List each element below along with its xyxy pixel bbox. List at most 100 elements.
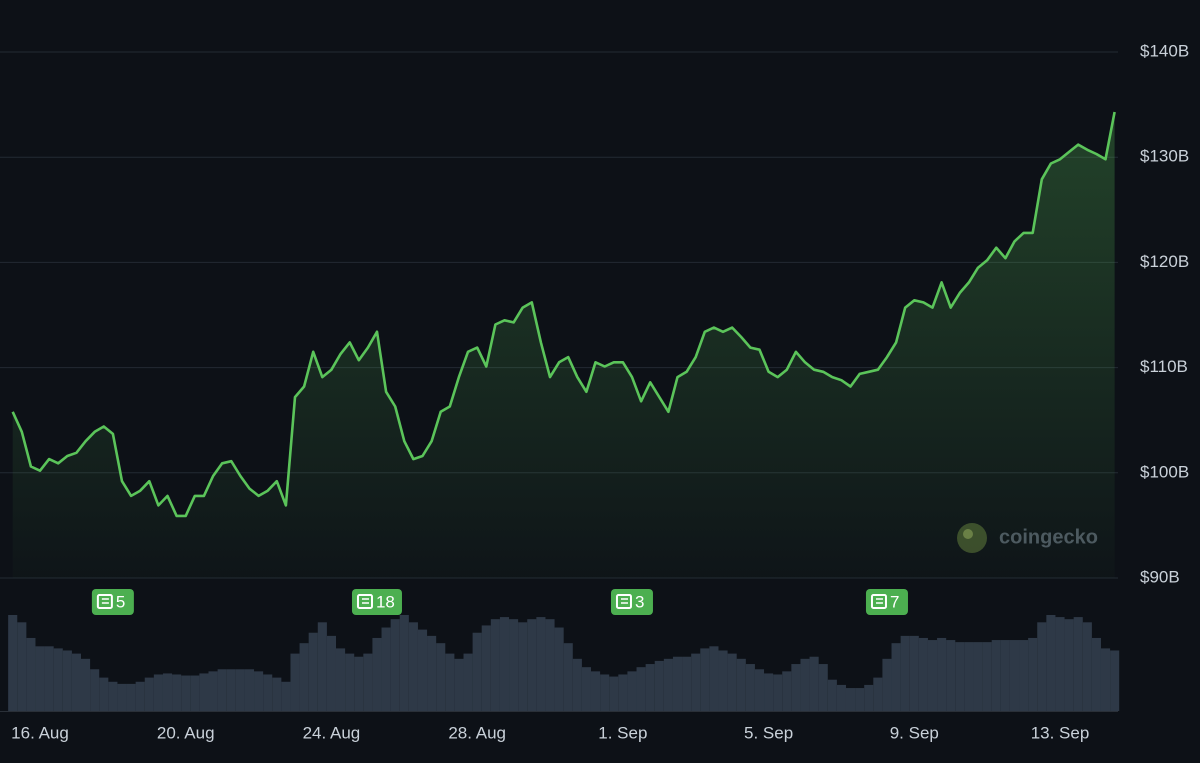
badge-icon	[96, 594, 113, 609]
volume-bar	[399, 615, 409, 711]
news-badge[interactable]: 7	[865, 589, 908, 615]
volume-bar	[436, 643, 446, 711]
volume-bar	[909, 635, 919, 711]
volume-bar	[290, 653, 300, 711]
x-tick-label: 9. Sep	[890, 723, 939, 742]
volume-bar	[244, 669, 255, 711]
volume-bar	[982, 642, 992, 711]
volume-bar	[81, 658, 91, 711]
volume-bar	[499, 617, 510, 711]
badge-icon	[356, 594, 373, 609]
volume-bar	[153, 674, 163, 711]
volume-bar	[618, 674, 628, 711]
volume-bar	[335, 648, 346, 711]
y-tick-label: $90B	[1140, 567, 1180, 586]
volume-bar	[208, 671, 218, 711]
volume-bar	[527, 619, 537, 711]
badge-count: 3	[635, 592, 644, 611]
volume-bar	[518, 622, 528, 711]
volume-bar	[1110, 650, 1120, 711]
volume-bar	[1000, 640, 1010, 711]
volume-bar	[272, 677, 282, 711]
volume-bar	[390, 619, 400, 711]
volume-bar	[845, 688, 856, 711]
volume-bar	[135, 681, 145, 711]
volume-bar	[1037, 622, 1047, 711]
volume-bar	[454, 658, 464, 711]
volume-bar	[946, 640, 956, 711]
volume-bar	[709, 646, 719, 711]
volume-bar	[71, 653, 82, 711]
volume-bar	[35, 646, 45, 711]
volume-bar	[481, 625, 491, 711]
y-tick-label: $120B	[1140, 252, 1189, 271]
badge-icon	[870, 594, 887, 609]
x-tick-label: 13. Sep	[1031, 723, 1090, 742]
volume-bar	[609, 676, 619, 711]
x-tick-label: 5. Sep	[744, 723, 793, 742]
volume-bar	[1073, 617, 1083, 711]
volume-bar	[818, 664, 828, 711]
volume-bar	[117, 683, 127, 711]
volume-bar	[627, 671, 637, 711]
volume-bar	[718, 650, 728, 711]
volume-bar	[1046, 615, 1056, 711]
volume-bar	[791, 664, 801, 711]
volume-bar	[326, 635, 336, 711]
x-tick-label: 20. Aug	[157, 723, 215, 742]
volume-bar	[773, 674, 783, 711]
volume-bar	[536, 617, 546, 711]
volume-bar	[572, 658, 582, 711]
volume-bar	[809, 656, 819, 711]
badge-icon	[615, 594, 632, 609]
news-badge[interactable]: 3	[610, 589, 653, 615]
volume-bar	[1009, 640, 1020, 711]
news-badge[interactable]: 18	[351, 589, 402, 615]
x-tick-label: 28. Aug	[448, 723, 506, 742]
x-tick-label: 1. Sep	[598, 723, 647, 742]
volume-bar	[445, 653, 455, 711]
volume-bar	[654, 660, 664, 711]
volume-bar	[472, 632, 482, 711]
volume-bar	[554, 627, 564, 711]
volume-bar	[53, 648, 63, 711]
volume-bar	[973, 642, 983, 711]
volume-bar	[563, 643, 573, 711]
volume-bar	[964, 642, 974, 711]
volume-bar	[427, 635, 437, 711]
volume-bar	[900, 635, 910, 711]
y-tick-label: $140B	[1140, 41, 1189, 60]
volume-bar	[108, 681, 118, 711]
volume-bar	[581, 667, 591, 711]
volume-bar	[317, 622, 327, 711]
volume-bar	[308, 632, 318, 711]
volume-bar	[381, 627, 391, 711]
volume-bar	[764, 673, 774, 711]
x-tick-label: 16. Aug	[11, 723, 69, 742]
volume-bar	[181, 675, 191, 711]
volume-bar	[672, 656, 683, 711]
volume-bar	[1082, 622, 1092, 711]
y-tick-label: $100B	[1140, 462, 1189, 481]
volume-bar	[745, 664, 755, 711]
volume-bar	[490, 619, 500, 711]
volume-bar	[855, 688, 865, 711]
volume-bar	[645, 664, 655, 711]
volume-bar	[172, 674, 182, 711]
volume-bar	[727, 653, 737, 711]
volume-bar	[754, 669, 765, 711]
volume-bar	[345, 653, 355, 711]
volume-bar	[600, 674, 610, 711]
badge-count: 18	[376, 592, 395, 611]
volume-bar	[8, 615, 18, 711]
area	[12, 112, 1115, 578]
volume-bar	[545, 619, 555, 711]
y-tick-label: $130B	[1140, 147, 1189, 166]
volume-bar	[363, 653, 373, 711]
volume-bar	[736, 658, 746, 711]
volume-bar	[90, 669, 100, 711]
volume-bar	[299, 643, 309, 711]
volume-bar	[927, 640, 938, 711]
news-badge[interactable]: 5	[91, 589, 134, 615]
